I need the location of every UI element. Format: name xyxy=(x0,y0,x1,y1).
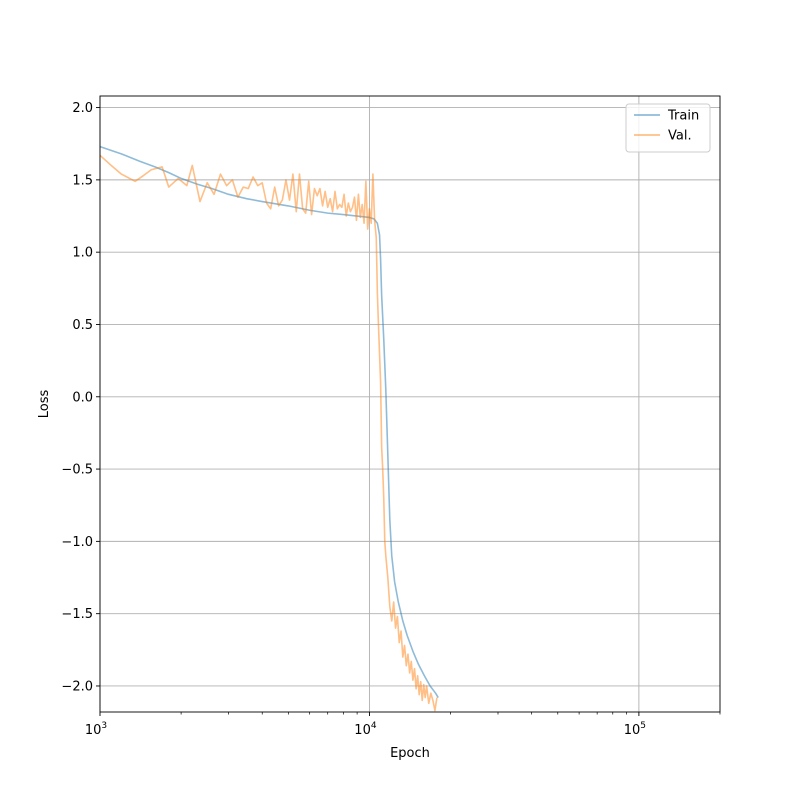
y-tick-label: −1.5 xyxy=(61,607,93,622)
y-tick-label: 2.0 xyxy=(72,101,93,116)
series-line-val xyxy=(99,154,438,712)
series-line-train xyxy=(99,145,439,698)
x-tick-exponent: 4 xyxy=(371,721,377,731)
x-tick-base: 10 xyxy=(624,723,641,738)
y-tick-label: −0.5 xyxy=(61,463,93,478)
y-axis-label: Loss xyxy=(37,390,52,419)
x-axis-label: Epoch xyxy=(390,746,430,761)
x-tick-label: 104 xyxy=(354,721,377,738)
plot-frame xyxy=(99,95,721,713)
legend-entry-label: Val. xyxy=(668,129,692,144)
legend-entry-label: Train xyxy=(667,109,699,124)
series-layer xyxy=(99,145,439,712)
y-tick-label: 0.5 xyxy=(72,318,93,333)
y-tick-label: −2.0 xyxy=(61,679,93,694)
grid-layer xyxy=(99,96,720,712)
legend: Train Val. xyxy=(625,103,711,153)
y-tick-label: 1.5 xyxy=(72,173,93,188)
y-tick-label: −1.0 xyxy=(61,535,93,550)
x-tick-base: 10 xyxy=(354,723,371,738)
y-tick-label: 1.0 xyxy=(72,246,93,261)
x-tick-exponent: 5 xyxy=(640,721,646,731)
x-tick-base: 10 xyxy=(85,723,102,738)
x-tick-exponent: 3 xyxy=(101,721,107,731)
y-tick-label: 0.0 xyxy=(72,390,93,405)
x-tick-label: 105 xyxy=(624,721,646,738)
x-tick-label: 103 xyxy=(85,721,107,738)
legend-box xyxy=(625,103,711,153)
